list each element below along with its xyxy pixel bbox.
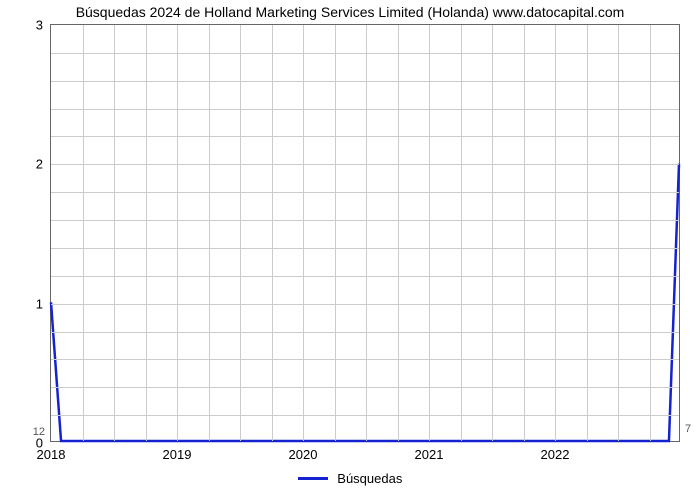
x-tick-label: 2021 bbox=[415, 441, 444, 462]
gridline-vertical-minor bbox=[587, 25, 588, 441]
gridline-vertical-minor bbox=[524, 25, 525, 441]
x-tick-label: 2022 bbox=[541, 441, 570, 462]
y-tick-label: 3 bbox=[36, 18, 51, 33]
left-annotation: 12 bbox=[33, 426, 51, 438]
chart-container: Búsquedas 2024 de Holland Marketing Serv… bbox=[0, 0, 700, 500]
x-tick-label: 2019 bbox=[163, 441, 192, 462]
legend-label: Búsquedas bbox=[337, 471, 402, 486]
gridline-vertical-minor bbox=[209, 25, 210, 441]
gridline-vertical-minor bbox=[335, 25, 336, 441]
y-tick-label: 1 bbox=[36, 296, 51, 311]
y-tick-label: 2 bbox=[36, 157, 51, 172]
gridline-vertical-minor bbox=[461, 25, 462, 441]
gridline-vertical-minor bbox=[650, 25, 651, 441]
gridline-vertical-minor bbox=[272, 25, 273, 441]
x-tick-label: 2020 bbox=[289, 441, 318, 462]
gridline-vertical-minor bbox=[240, 25, 241, 441]
gridline-vertical bbox=[429, 25, 430, 441]
gridline-vertical-minor bbox=[398, 25, 399, 441]
legend-swatch bbox=[298, 477, 328, 480]
gridline-vertical-minor bbox=[492, 25, 493, 441]
gridline-vertical bbox=[555, 25, 556, 441]
gridline-vertical-minor bbox=[83, 25, 84, 441]
gridline-vertical bbox=[177, 25, 178, 441]
gridline-vertical-minor bbox=[618, 25, 619, 441]
right-annotation: 7 bbox=[679, 423, 691, 435]
plot-area: 012320182019202020212022127 bbox=[50, 24, 680, 442]
x-tick-label: 2018 bbox=[37, 441, 66, 462]
legend: Búsquedas bbox=[0, 470, 700, 486]
gridline-vertical-minor bbox=[114, 25, 115, 441]
gridline-vertical bbox=[303, 25, 304, 441]
gridline-vertical-minor bbox=[366, 25, 367, 441]
gridline-vertical-minor bbox=[146, 25, 147, 441]
chart-title: Búsquedas 2024 de Holland Marketing Serv… bbox=[0, 4, 700, 20]
